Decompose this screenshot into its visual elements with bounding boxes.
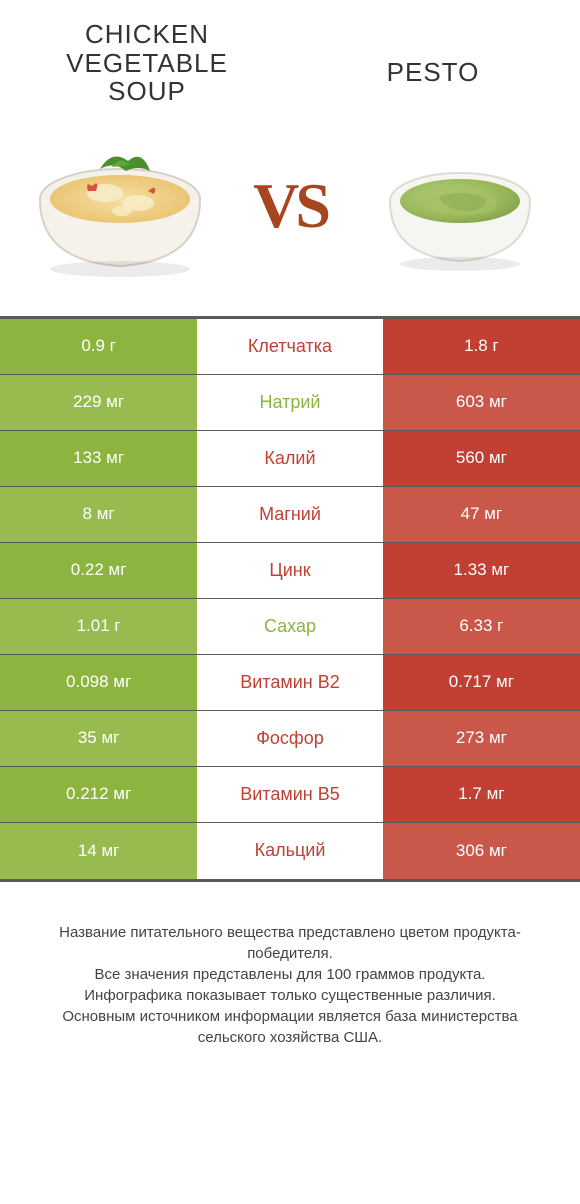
nutrient-name: Калий xyxy=(197,431,383,486)
nutrient-name: Витамин B5 xyxy=(197,767,383,822)
nutrient-row: 0.22 мгЦинк1.33 мг xyxy=(0,543,580,599)
left-food-image xyxy=(30,126,210,286)
right-food-image xyxy=(370,126,550,286)
nutrient-name: Фосфор xyxy=(197,711,383,766)
nutrient-row: 0.212 мгВитамин B51.7 мг xyxy=(0,767,580,823)
left-value: 0.098 мг xyxy=(0,655,197,710)
right-value: 6.33 г xyxy=(383,599,580,654)
right-value: 273 мг xyxy=(383,711,580,766)
left-value: 229 мг xyxy=(0,375,197,430)
right-value: 1.7 мг xyxy=(383,767,580,822)
left-title-col: CHICKEN VEGETABLE SOUP xyxy=(30,20,264,106)
nutrient-row: 1.01 гСахар6.33 г xyxy=(0,599,580,655)
left-value: 133 мг xyxy=(0,431,197,486)
right-value: 47 мг xyxy=(383,487,580,542)
footer-notes: Название питательного вещества представл… xyxy=(0,882,580,1068)
nutrient-name: Сахар xyxy=(197,599,383,654)
right-value: 1.33 мг xyxy=(383,543,580,598)
left-value: 8 мг xyxy=(0,487,197,542)
header: CHICKEN VEGETABLE SOUP PESTO xyxy=(0,0,580,116)
nutrient-name: Витамин B2 xyxy=(197,655,383,710)
footer-line-4: Основным источником информации является … xyxy=(30,1006,550,1048)
vs-label: VS xyxy=(253,169,327,243)
footer-line-2: Все значения представлены для 100 граммо… xyxy=(30,964,550,985)
nutrient-name: Цинк xyxy=(197,543,383,598)
footer-line-1: Название питательного вещества представл… xyxy=(30,922,550,964)
images-row: VS xyxy=(0,116,580,316)
right-food-title: PESTO xyxy=(387,58,480,87)
left-value: 1.01 г xyxy=(0,599,197,654)
right-value: 306 мг xyxy=(383,823,580,879)
footer-line-3: Инфографика показывает только существенн… xyxy=(30,985,550,1006)
left-value: 0.212 мг xyxy=(0,767,197,822)
nutrient-row: 35 мгФосфор273 мг xyxy=(0,711,580,767)
right-value: 1.8 г xyxy=(383,319,580,374)
right-value: 560 мг xyxy=(383,431,580,486)
nutrient-name: Клетчатка xyxy=(197,319,383,374)
left-value: 35 мг xyxy=(0,711,197,766)
right-value: 603 мг xyxy=(383,375,580,430)
left-value: 0.9 г xyxy=(0,319,197,374)
right-title-col: PESTO xyxy=(316,20,550,87)
soup-bowl-icon xyxy=(30,131,210,281)
nutrient-row: 8 мгМагний47 мг xyxy=(0,487,580,543)
nutrient-row: 0.9 гКлетчатка1.8 г xyxy=(0,319,580,375)
left-value: 14 мг xyxy=(0,823,197,879)
nutrient-row: 14 мгКальций306 мг xyxy=(0,823,580,879)
nutrient-name: Натрий xyxy=(197,375,383,430)
left-food-title: CHICKEN VEGETABLE SOUP xyxy=(30,20,264,106)
right-value: 0.717 мг xyxy=(383,655,580,710)
nutrient-name: Магний xyxy=(197,487,383,542)
pesto-bowl-icon xyxy=(383,131,538,281)
nutrient-row: 133 мгКалий560 мг xyxy=(0,431,580,487)
nutrient-row: 229 мгНатрий603 мг xyxy=(0,375,580,431)
nutrient-row: 0.098 мгВитамин B20.717 мг xyxy=(0,655,580,711)
nutrition-table: 0.9 гКлетчатка1.8 г229 мгНатрий603 мг133… xyxy=(0,316,580,882)
nutrient-name: Кальций xyxy=(197,823,383,879)
left-value: 0.22 мг xyxy=(0,543,197,598)
